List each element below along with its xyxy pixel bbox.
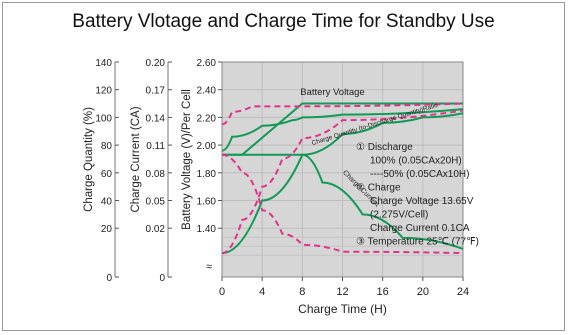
voltage-tick-label: 2.00 [197,141,217,152]
x-tick-label: 24 [457,286,469,298]
quantity-tick-label: 40 [101,197,113,208]
quantity-axis-label: Charge Quantity (%) [83,107,95,212]
current-tick-label: 0.14 [146,113,166,124]
battery-voltage-curve-label: Battery Voltage [300,87,364,98]
series-line-curve-6 [221,109,464,255]
current-tick-label: 0.17 [146,86,166,97]
series-line-curve-5 [221,153,464,255]
annotation-line: Charge Current 0.1CA [370,223,470,234]
x-tick-label: 0 [219,286,225,298]
current-tick-label: 0 [159,273,165,284]
quantity-tick-label: 60 [101,169,113,180]
voltage-tick-label: 2.40 [197,86,217,97]
annotation-line: 100% (0.05CAx20H) [370,156,462,167]
quantity-tick-label: 80 [101,141,113,152]
series-line-curve-4 [221,102,464,126]
current-tick-label: 0.20 [146,58,166,69]
x-tick-label: 12 [336,286,348,298]
current-tick-label: 0.11 [146,141,165,152]
annotation-line: ② Charge [356,183,401,194]
current-axis-label: Charge Current (CA) [130,106,142,212]
current-tick-label: 0.05 [146,197,166,208]
quantity-tick-label: 0 [106,273,112,284]
series-line-charge-current [222,153,464,250]
series-group [221,102,464,255]
x-tick-label: 20 [417,286,429,298]
annotation-line: ----50% (0.05CAx10H) [370,169,469,180]
annotation-line: Charge Voltage 13.65V [370,196,474,207]
voltage-tick-label: 1.80 [197,169,217,180]
annotation-line: ③ Temperature 25℃ (77℉) [356,237,479,248]
grid [222,62,463,277]
quantity-tick-label: 140 [95,58,112,69]
x-axis-label: Charge Time (H) [298,302,387,316]
quantity-tick-label: 20 [101,224,113,235]
voltage-tick-label: 2.20 [197,113,217,124]
x-tick-label: 4 [259,286,265,298]
x-tick-label: 8 [299,286,305,298]
voltage-axis-label: Battery Voltage (V)/Per Cell [181,89,193,230]
x-tick-label: 16 [377,286,389,298]
chart-title: Battery Vlotage and Charge Time for Stan… [72,11,495,32]
voltage-tick-label: 2.60 [197,58,217,69]
annotation-line: (2.275V/Cell) [370,210,428,221]
axes: 0 4 8 12 16 20 24 Charge Time (H) 2.60 2.40 2.20 2.… [83,58,469,316]
annotation-line: ① Discharge [356,142,413,153]
voltage-tick-label: 1.40 [197,224,217,235]
current-tick-label: 0.08 [146,169,166,180]
quantity-tick-label: 120 [95,86,112,97]
current-tick-label: 0.02 [146,224,166,235]
voltage-tick-label: 1.60 [197,197,217,208]
series-line-curve-3 [221,108,464,152]
axis-break-mark: ≈ [206,261,212,273]
series-line-charge-quantity-to-discharge-quantity-ratio [221,112,464,255]
quantity-tick-label: 100 [95,113,112,124]
